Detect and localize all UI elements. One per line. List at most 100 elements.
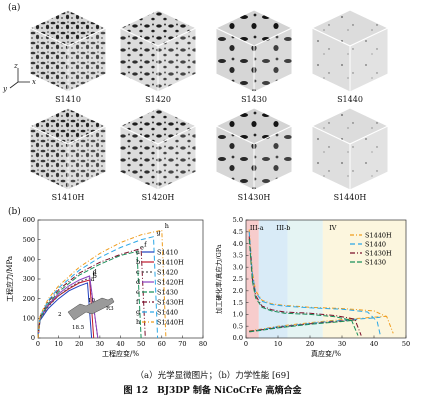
series-line-s1440h: [37, 229, 167, 339]
series-end-letter: d: [93, 268, 97, 276]
legend-letter: d: [136, 278, 140, 286]
cube-label: S1430H: [237, 193, 271, 202]
legend-entry: S1430H: [157, 298, 184, 306]
legend-letter: c: [136, 268, 140, 276]
hardening-line-s1440h: [248, 229, 394, 334]
stress-strain-chart: 0 10 20 30 40 50 60 70 80 0 100 200 300 400 500 600 工程应变…: [5, 216, 207, 358]
y-tick-label: 2.0: [233, 287, 243, 295]
series-line-s1420: [37, 277, 99, 339]
x-tick-label: 40: [116, 340, 124, 348]
cube-label: S1440H: [333, 193, 367, 202]
series-end-letter: a: [91, 275, 95, 283]
inset-dimension: R3: [106, 306, 114, 312]
inset-dimension: 18.5: [72, 325, 85, 331]
panel-a-label: (a): [8, 3, 21, 13]
true-stress-line-s1440h: [249, 315, 387, 332]
legend-entry: S1440H: [157, 318, 184, 326]
inset-dimension: 2: [58, 312, 62, 318]
y-tick-label: 4.5: [233, 228, 243, 236]
figure-title: 图 12 BJ3DP 制备 NiCoCrFe 高熵合金: [123, 386, 302, 396]
cube-label: S1410H: [51, 193, 85, 202]
stage-region-iii-b: [287, 220, 323, 338]
legend-entry: S1430: [157, 288, 178, 296]
legend-entry: S1440H: [365, 231, 392, 239]
figure-caption: （a）光学显微图片；（b）力学性能 [69]: [135, 371, 290, 381]
axis-indicator: [9, 68, 30, 89]
cube-s1440: [310, 9, 390, 93]
y-tick-label: 100: [23, 315, 35, 323]
cube-s1420: [118, 9, 198, 93]
legend-entry: S1420H: [157, 278, 184, 286]
y-tick-label: 200: [23, 295, 35, 303]
axis-y-label: y: [3, 85, 7, 93]
series-end-letter: f: [144, 241, 147, 249]
legend-letter: f: [136, 298, 139, 306]
cube-label: S1420H: [141, 193, 175, 202]
cube-s1430: [214, 9, 294, 93]
legend-letter: e: [136, 288, 140, 296]
specimen-inset: 10 R3 18.5 2: [58, 297, 115, 331]
x-tick-label: 40: [370, 340, 378, 348]
cube-label: S1430: [241, 95, 267, 104]
stage-label: IV: [329, 224, 337, 232]
axis-x-label: x: [32, 78, 36, 86]
y-tick-label: 5.0: [233, 216, 243, 224]
true-stress-line-s1430: [249, 319, 355, 333]
panel-b-label: (b): [8, 207, 21, 217]
legend-letter: g: [136, 308, 140, 316]
series-end-letter: b: [93, 272, 97, 280]
stage-region-iii-a: [258, 220, 288, 338]
y-tick-label: 600: [23, 216, 35, 224]
cube-s1430h: [214, 107, 294, 191]
x-tick-label: 20: [75, 340, 83, 348]
y-tick-label: 1.5: [233, 299, 243, 307]
cube-label: S1440: [337, 95, 363, 104]
x-axis-label: 工程应变/%: [102, 349, 139, 358]
x-tick-label: 50: [402, 340, 410, 348]
cube-s1410h: [28, 107, 108, 191]
series-line-s1430: [37, 250, 142, 339]
series-line-s1410: [37, 282, 93, 339]
series-end-letter: c: [93, 270, 97, 278]
y-tick-label: 400: [23, 256, 35, 264]
stage-label: III-a: [250, 224, 264, 232]
y-tick-label: 3.0: [233, 263, 243, 271]
x-axis-label: 真应变/%: [311, 349, 341, 358]
series-end-letter: e: [140, 243, 144, 251]
specimen-shape: [67, 297, 115, 321]
x-tick-label: 50: [137, 340, 145, 348]
cube-s1410: [28, 9, 108, 93]
x-tick-label: 70: [178, 340, 186, 348]
axis-z-label: z: [14, 62, 18, 70]
x-tick-label: 30: [338, 340, 346, 348]
legend-entry: S1420: [157, 268, 178, 276]
inset-dimension: 10: [88, 298, 95, 304]
x-tick-label: 10: [274, 340, 282, 348]
cube-s1440h: [310, 107, 390, 191]
legend-letter: b: [136, 258, 140, 266]
legend-entry: S1430H: [365, 249, 392, 257]
legend-entry: S1410H: [157, 258, 184, 266]
y-tick-label: 3.5: [233, 252, 243, 260]
x-tick-label: 20: [306, 340, 314, 348]
cube-label: S1410: [55, 95, 81, 104]
cube-label: S1420: [145, 95, 171, 104]
y-axis-label: 加工硬化率/真应力/GPa: [214, 244, 223, 314]
y-tick-label: 0.5: [233, 322, 243, 330]
legend-entry: S1440: [365, 240, 386, 248]
x-tick-label: 10: [54, 340, 62, 348]
y-tick-label: 300: [23, 275, 35, 283]
microstructure-cubes: [9, 9, 390, 191]
x-tick-label: 0: [36, 340, 40, 348]
y-tick-label: 2.5: [233, 275, 243, 283]
x-tick-label: 60: [158, 340, 166, 348]
y-tick-label: 0: [31, 334, 35, 342]
series-end-letter: g: [157, 229, 161, 237]
y-tick-label: 500: [23, 236, 35, 244]
legend-letter: h: [136, 318, 140, 326]
x-tick-label: 0: [244, 340, 248, 348]
cube-s1420h: [118, 107, 198, 191]
hardening-rate-chart: 0 10 20 30 40 50 0.0 0.5 1.0 1.5 2.0 2.5 3.0 3.5 4.0 4.…: [214, 216, 410, 358]
y-axis-label: 工程应力/MPa: [5, 256, 14, 302]
stage-label: III-b: [276, 224, 290, 232]
